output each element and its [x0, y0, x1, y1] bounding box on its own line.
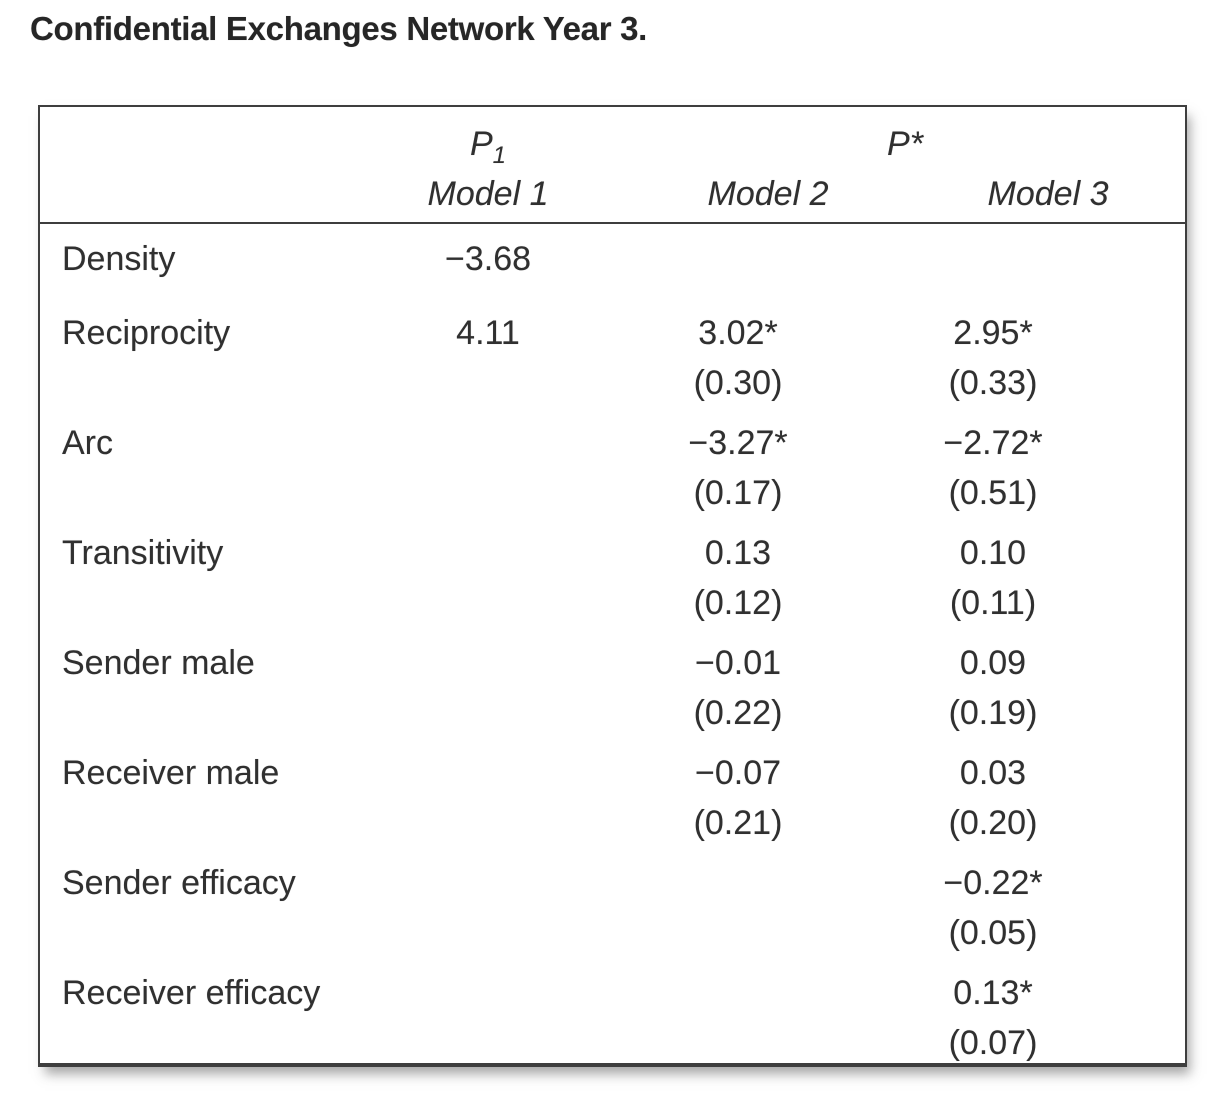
std-error: (0.12) — [693, 584, 783, 622]
model3-cell: 2.95* (0.33) — [868, 308, 1118, 408]
table-row-sender-efficacy: Sender efficacy −0.22* (0.05) — [40, 848, 1185, 958]
row-label: Reciprocity — [62, 314, 231, 352]
col-header-model3: Model 3 — [987, 175, 1109, 213]
std-error: (0.30) — [693, 364, 783, 402]
model2-cell: −0.01 (0.22) — [608, 638, 868, 738]
std-error: (0.07) — [948, 1024, 1038, 1062]
column-header-row: Model 1 Model 2 Model 3 — [40, 171, 1185, 219]
model1-cell — [368, 858, 608, 958]
row-label: Receiver male — [62, 754, 280, 792]
results-table: P1 P* Model 1 Model 2 Model 3 Density −3… — [38, 105, 1187, 1067]
model1-cell — [368, 968, 608, 1068]
model3-cell: 0.09 (0.19) — [868, 638, 1118, 738]
table-row-sender-male: Sender male −0.01 (0.22) 0.09 (0.19) — [40, 628, 1185, 738]
table-row-receiver-male: Receiver male −0.07 (0.21) 0.03 (0.20) — [40, 738, 1185, 848]
std-error — [368, 468, 608, 518]
table-body: Density −3.68 Reciprocity 4.11 — [40, 224, 1185, 1063]
model2-cell: 3.02* (0.30) — [608, 308, 868, 408]
model2-cell: 0.13 (0.12) — [608, 528, 868, 628]
estimate-value: −2.72* — [943, 424, 1043, 462]
model2-cell — [608, 968, 868, 1068]
table-row-reciprocity: Reciprocity 4.11 3.02* (0.30) 2.95* (0.3… — [40, 298, 1185, 408]
estimate-value: 0.10 — [959, 534, 1027, 572]
pstar-symbol: P* — [887, 125, 923, 163]
estimate-value: 0.13 — [704, 534, 772, 572]
estimate-value: 2.95* — [953, 314, 1033, 352]
std-error: (0.20) — [948, 804, 1038, 842]
table-row-transitivity: Transitivity 0.13 (0.12) 0.10 (0.11) — [40, 518, 1185, 628]
row-label: Sender efficacy — [62, 864, 296, 902]
std-error: (0.33) — [948, 364, 1038, 402]
table-row-density: Density −3.68 — [40, 224, 1185, 298]
estimate-value: 4.11 — [456, 314, 520, 352]
row-label: Sender male — [62, 644, 255, 682]
model3-cell: −0.22* (0.05) — [868, 858, 1118, 958]
model1-cell: 4.11 — [368, 308, 608, 408]
empty-header-cell — [40, 171, 368, 219]
estimate-value — [368, 638, 608, 688]
estimate-value — [868, 234, 1118, 284]
model3-cell: 0.10 (0.11) — [868, 528, 1118, 628]
model3-cell: 0.13* (0.07) — [868, 968, 1118, 1068]
empty-header-cell — [40, 121, 368, 171]
model2-cell: −3.27* (0.17) — [608, 418, 868, 518]
estimate-value — [368, 968, 608, 1018]
model1-cell: −3.68 — [368, 234, 608, 334]
table-title: Confidential Exchanges Network Year 3. — [30, 10, 648, 47]
model1-cell — [368, 748, 608, 848]
std-error — [608, 908, 868, 958]
std-error: (0.19) — [948, 694, 1038, 732]
estimate-value: −0.22* — [943, 864, 1043, 902]
std-error — [368, 688, 608, 738]
std-error: (0.11) — [949, 584, 1037, 622]
model2-cell: −0.07 (0.21) — [608, 748, 868, 848]
estimate-value: −3.68 — [444, 240, 532, 278]
model1-cell — [368, 528, 608, 628]
estimate-value — [368, 748, 608, 798]
estimate-value: 3.02* — [698, 314, 778, 352]
std-error: (0.17) — [693, 474, 783, 512]
model1-cell — [368, 638, 608, 738]
model2-cell — [608, 858, 868, 958]
row-label: Arc — [62, 424, 113, 462]
p1-group-header: P1 — [368, 121, 608, 171]
model3-cell: 0.03 (0.20) — [868, 748, 1118, 848]
estimate-value — [368, 528, 608, 578]
table-row-receiver-efficacy: Receiver efficacy 0.13* (0.07) — [40, 958, 1185, 1063]
std-error: (0.22) — [693, 694, 783, 732]
model1-cell — [368, 418, 608, 518]
row-label: Density — [62, 240, 176, 278]
pstar-group-header: P* — [608, 121, 1118, 171]
std-error — [368, 908, 608, 958]
row-label: Receiver efficacy — [62, 974, 321, 1012]
col-header-model1: Model 1 — [427, 175, 549, 213]
std-error: (0.21) — [693, 804, 783, 842]
p1-symbol: P1 — [469, 125, 507, 169]
std-error: (0.05) — [948, 914, 1038, 952]
row-label: Transitivity — [62, 534, 224, 572]
estimate-value — [608, 858, 868, 908]
estimate-value — [608, 968, 868, 1018]
std-error — [368, 1018, 608, 1068]
std-error: (0.51) — [948, 474, 1038, 512]
std-error — [368, 358, 608, 408]
estimate-value: −3.27* — [688, 424, 788, 462]
estimate-value — [608, 234, 868, 284]
estimate-value: 0.13* — [953, 974, 1033, 1012]
estimate-value — [368, 858, 608, 908]
estimate-value: −0.07 — [694, 754, 782, 792]
estimate-value — [368, 418, 608, 468]
model3-cell: −2.72* (0.51) — [868, 418, 1118, 518]
std-error — [608, 1018, 868, 1068]
table-header: P1 P* Model 1 Model 2 Model 3 — [40, 107, 1185, 224]
estimate-value: −0.01 — [694, 644, 782, 682]
estimate-value: 0.03 — [959, 754, 1027, 792]
table-row-arc: Arc −3.27* (0.17) −2.72* (0.51) — [40, 408, 1185, 518]
model-group-row: P1 P* — [40, 121, 1185, 171]
std-error — [368, 578, 608, 628]
col-header-model2: Model 2 — [707, 175, 829, 213]
estimate-value: 0.09 — [959, 644, 1027, 682]
std-error — [368, 798, 608, 848]
